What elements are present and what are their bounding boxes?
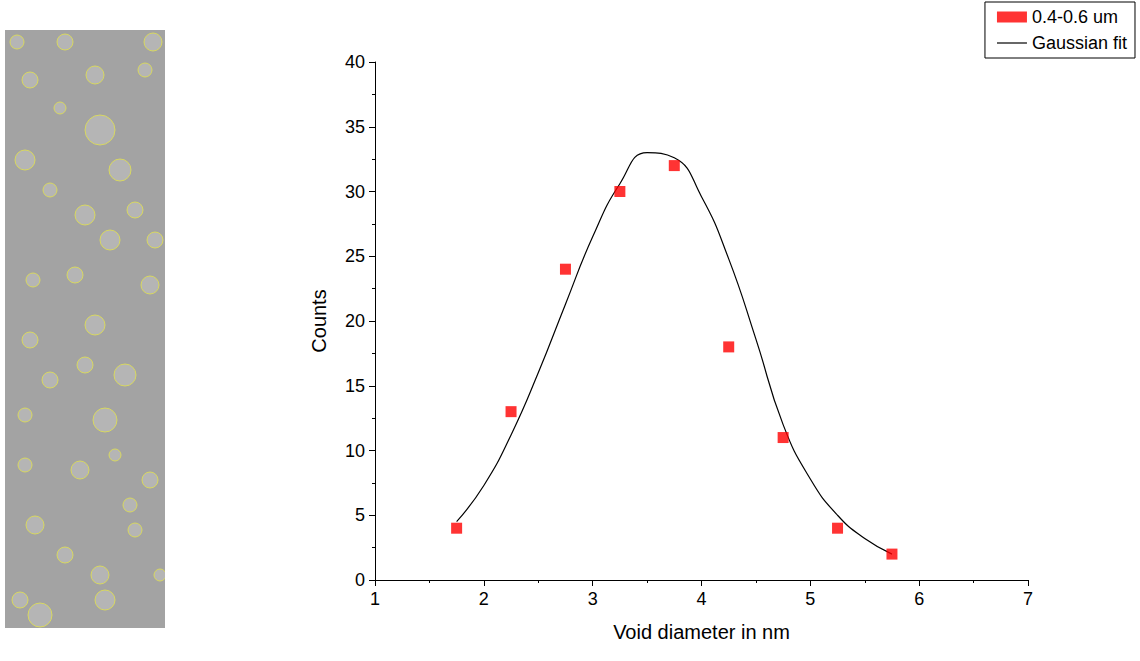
svg-text:7: 7 bbox=[1023, 589, 1033, 609]
svg-text:25: 25 bbox=[345, 246, 365, 266]
svg-text:6: 6 bbox=[914, 589, 924, 609]
svg-text:0: 0 bbox=[355, 570, 365, 590]
svg-text:4: 4 bbox=[696, 589, 706, 609]
svg-text:1: 1 bbox=[370, 589, 380, 609]
svg-text:35: 35 bbox=[345, 117, 365, 137]
svg-text:Void diameter in nm: Void diameter in nm bbox=[613, 621, 790, 643]
svg-text:2: 2 bbox=[479, 589, 489, 609]
svg-text:5: 5 bbox=[805, 589, 815, 609]
svg-text:15: 15 bbox=[345, 376, 365, 396]
svg-text:3: 3 bbox=[588, 589, 598, 609]
svg-text:40: 40 bbox=[345, 52, 365, 72]
svg-text:10: 10 bbox=[345, 441, 365, 461]
svg-text:Gaussian fit: Gaussian fit bbox=[1032, 33, 1127, 53]
svg-text:30: 30 bbox=[345, 182, 365, 202]
svg-text:20: 20 bbox=[345, 311, 365, 331]
svg-text:5: 5 bbox=[355, 505, 365, 525]
svg-text:Counts: Counts bbox=[308, 289, 330, 352]
svg-text:0.4-0.6 um: 0.4-0.6 um bbox=[1032, 7, 1118, 27]
